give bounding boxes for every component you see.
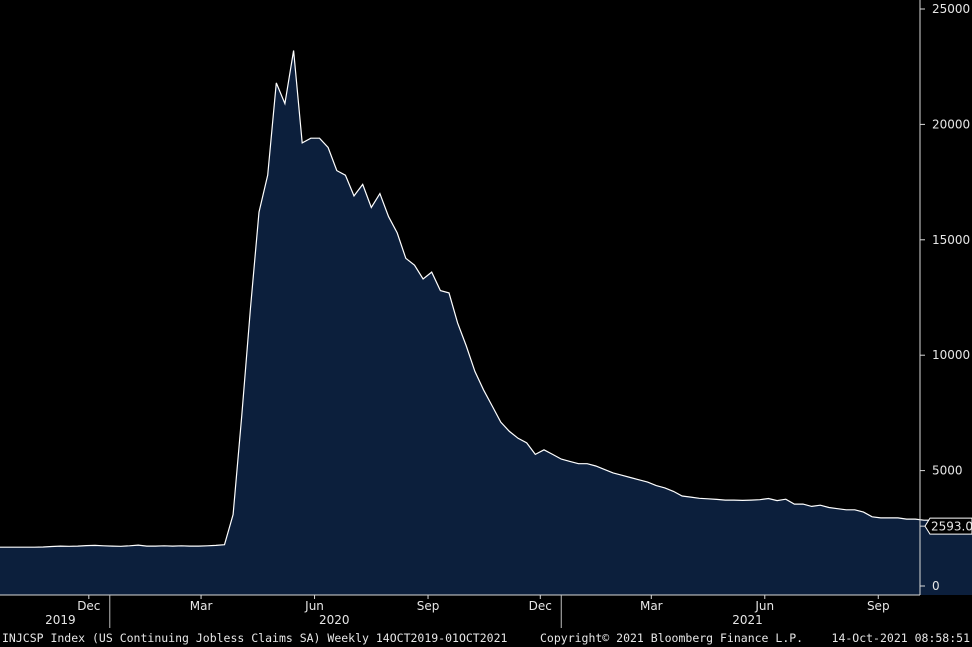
x-tick-label: Jun bbox=[304, 599, 324, 613]
x-axis: Dec Mar Jun Sep Dec Mar Jun Sep 2019 2020 2021 bbox=[45, 595, 890, 628]
last-value-label: 2593.0 bbox=[931, 520, 972, 534]
y-axis: 0 5000 10000 15000 20000 25000 bbox=[920, 2, 970, 593]
chart-footer: INJCSP Index (US Continuing Jobless Clai… bbox=[0, 630, 972, 647]
footer-copyright: Copyright© 2021 Bloomberg Finance L.P. bbox=[540, 631, 804, 645]
x-tick-label: Sep bbox=[417, 599, 440, 613]
last-value-box bbox=[924, 517, 972, 535]
footer-timestamp: 14-Oct-2021 08:58:51 bbox=[831, 631, 970, 645]
y-tick-label: 25000 bbox=[932, 2, 970, 16]
y-tick-label: 20000 bbox=[932, 117, 970, 131]
year-label: 2021 bbox=[732, 613, 763, 627]
y-tick-label: 10000 bbox=[932, 348, 970, 362]
y-tick-label: 15000 bbox=[932, 233, 970, 247]
footer-series-description: INJCSP Index (US Continuing Jobless Clai… bbox=[2, 631, 508, 645]
series-area bbox=[0, 50, 972, 595]
x-tick-label: Sep bbox=[867, 599, 890, 613]
last-value-marker: 2593.0 bbox=[920, 517, 972, 535]
year-label: 2019 bbox=[45, 613, 76, 627]
x-tick-label: Mar bbox=[640, 599, 663, 613]
x-tick-label: Dec bbox=[529, 599, 552, 613]
x-tick-label: Dec bbox=[77, 599, 100, 613]
year-label: 2020 bbox=[319, 613, 350, 627]
x-tick-label: Jun bbox=[754, 599, 774, 613]
series-line bbox=[0, 50, 972, 548]
x-tick-label: Mar bbox=[190, 599, 213, 613]
y-tick-label: 5000 bbox=[932, 464, 963, 478]
y-tick-label: 0 bbox=[932, 579, 940, 593]
